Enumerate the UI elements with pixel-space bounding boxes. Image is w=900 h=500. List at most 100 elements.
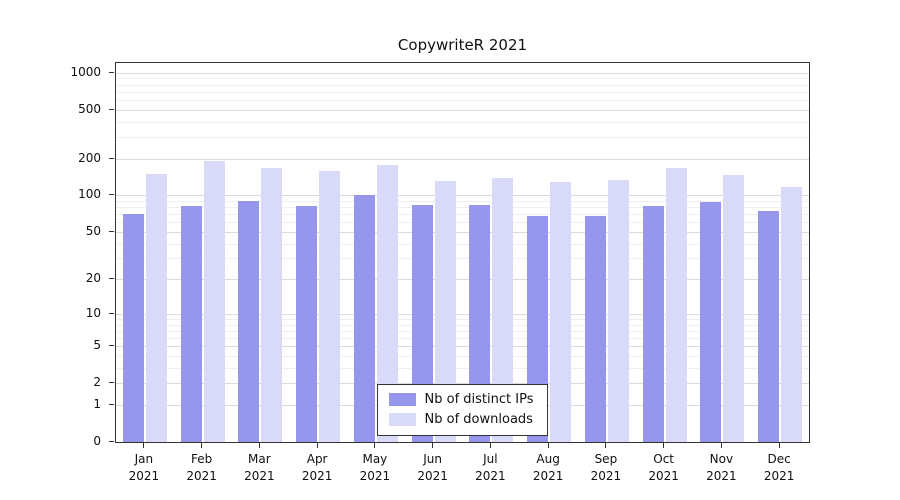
major-gridline (116, 231, 809, 233)
legend-swatch-distinct-ips (388, 393, 416, 406)
y-tick-mark (109, 108, 114, 110)
x-tick-mark (605, 443, 607, 448)
y-tick-mark (109, 71, 114, 73)
bar-distinct-ips (700, 201, 722, 442)
major-gridline (116, 158, 809, 160)
y-tick-label: 500 (78, 101, 101, 116)
y-tick-label: 1 (93, 396, 101, 411)
bar-downloads (781, 186, 803, 442)
x-tick-mark (374, 443, 376, 448)
major-gridline (116, 72, 809, 74)
x-tick-label: Aug 2021 (532, 452, 564, 483)
minor-gridline (116, 121, 809, 123)
bar-distinct-ips (122, 214, 144, 442)
minor-gridline (116, 214, 809, 216)
minor-gridline (116, 355, 809, 357)
x-tick-mark (143, 443, 145, 448)
legend-item-downloads: Nb of downloads (388, 412, 534, 427)
minor-gridline (116, 330, 809, 332)
major-gridline (116, 383, 809, 385)
chart-title: CopywriteR 2021 (397, 36, 528, 54)
y-tick-mark (109, 312, 114, 314)
major-gridline (116, 195, 809, 197)
minor-gridline (116, 367, 809, 369)
bar-downloads (319, 171, 341, 442)
x-tick-mark (547, 443, 549, 448)
x-tick-label: Mar 2021 (244, 452, 275, 483)
legend: Nb of distinct IPs Nb of downloads (376, 384, 549, 436)
y-tick-mark (109, 403, 114, 405)
x-tick-mark (432, 443, 434, 448)
y-tick-label: 1000 (70, 64, 101, 79)
minor-gridline (116, 222, 809, 224)
y-tick-mark (109, 230, 114, 232)
bar-distinct-ips (584, 215, 606, 442)
minor-gridline (116, 91, 809, 93)
bar-downloads (376, 165, 398, 442)
minor-gridline (116, 318, 809, 320)
y-tick-label: 200 (78, 150, 101, 165)
x-tick-mark (663, 443, 665, 448)
x-tick-mark (258, 443, 260, 448)
major-gridline (116, 109, 809, 111)
y-tick-mark (109, 382, 114, 384)
bar-distinct-ips (238, 200, 260, 442)
minor-gridline (116, 258, 809, 260)
y-tick-mark (109, 278, 114, 280)
y-tick-label: 100 (78, 187, 101, 202)
x-tick-mark (778, 443, 780, 448)
legend-label-downloads: Nb of downloads (424, 412, 533, 427)
x-tick-label: Nov 2021 (706, 452, 737, 483)
bar-downloads (607, 179, 629, 442)
minor-gridline (116, 207, 809, 209)
y-tick-label: 20 (85, 271, 101, 286)
bar-distinct-ips (642, 206, 664, 442)
minor-gridline (116, 78, 809, 80)
legend-label-distinct-ips: Nb of distinct IPs (424, 392, 534, 407)
y-tick-label: 5 (93, 338, 101, 353)
x-tick-label: Apr 2021 (301, 452, 333, 483)
x-tick-label: Jul 2021 (475, 452, 506, 483)
y-tick-mark (109, 345, 114, 347)
x-tick-label: Jan 2021 (128, 452, 160, 483)
y-tick-label: 10 (85, 305, 101, 320)
x-tick-label: Sep 2021 (590, 452, 622, 483)
x-tick-mark (316, 443, 318, 448)
major-gridline (116, 279, 809, 281)
y-tick-label: 50 (85, 223, 101, 238)
x-tick-label: Jun 2021 (417, 452, 448, 483)
bar-downloads (145, 173, 167, 442)
bar-distinct-ips (353, 195, 375, 442)
x-tick-label: Oct 2021 (648, 452, 679, 483)
minor-gridline (116, 337, 809, 339)
legend-swatch-downloads (388, 413, 416, 426)
bar-downloads (261, 168, 283, 442)
x-tick-mark (201, 443, 203, 448)
y-tick-mark (109, 441, 114, 442)
y-tick-mark (109, 194, 114, 196)
plot-area: Nb of distinct IPs Nb of downloads (115, 62, 810, 443)
minor-gridline (116, 324, 809, 326)
minor-gridline (116, 200, 809, 202)
x-tick-mark (720, 443, 722, 448)
bar-downloads (203, 161, 225, 442)
y-tick-label: 2 (93, 375, 101, 390)
bar-distinct-ips (180, 206, 202, 442)
major-gridline (116, 346, 809, 348)
x-axis: Jan 2021 Feb 2021 Mar 2021 Apr 2021 May 2021 Jun 20… (115, 443, 810, 498)
minor-gridline (116, 84, 809, 86)
bar-downloads (723, 175, 745, 442)
x-tick-label: Feb 2021 (186, 452, 217, 483)
x-tick-label: Dec 2021 (763, 452, 795, 483)
bar-downloads (665, 167, 687, 442)
bar-distinct-ips (296, 205, 318, 442)
bar-distinct-ips (469, 204, 491, 442)
minor-gridline (116, 136, 809, 138)
legend-item-distinct-ips: Nb of distinct IPs (388, 392, 534, 407)
y-tick-mark (109, 157, 114, 159)
bar-downloads (434, 180, 456, 442)
y-tick-label: 0 (93, 434, 101, 448)
major-gridline (116, 313, 809, 315)
x-tick-mark (489, 443, 491, 448)
